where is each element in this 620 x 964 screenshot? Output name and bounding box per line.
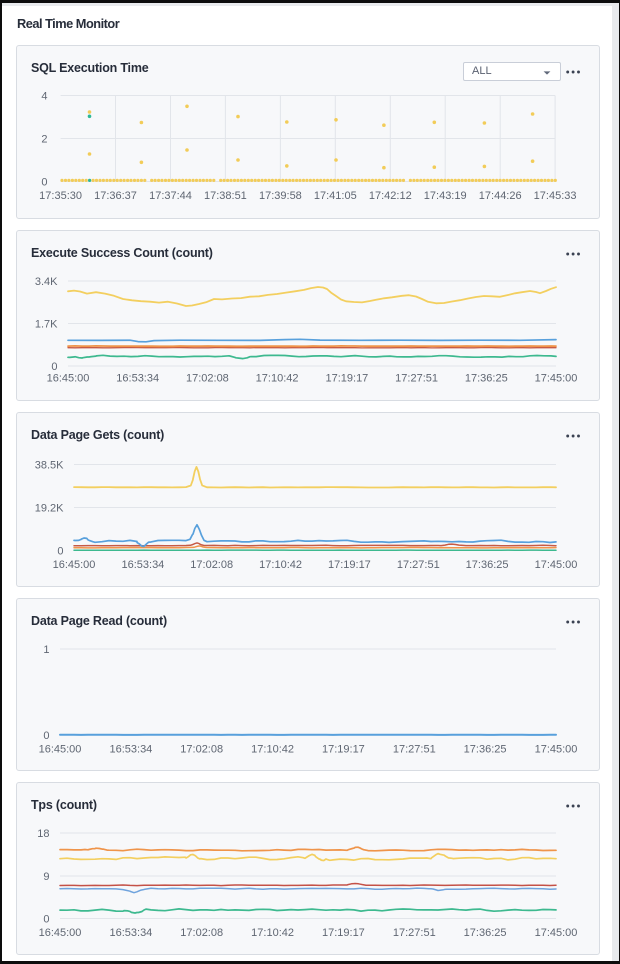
svg-text:2: 2 [41, 133, 47, 145]
svg-text:19.2K: 19.2K [35, 502, 64, 514]
svg-text:17:02:08: 17:02:08 [190, 559, 233, 571]
svg-text:17:45:33: 17:45:33 [534, 190, 577, 202]
svg-text:17:39:58: 17:39:58 [259, 190, 302, 202]
svg-text:17:36:25: 17:36:25 [465, 372, 508, 384]
svg-text:17:10:42: 17:10:42 [259, 559, 302, 571]
svg-text:16:53:34: 16:53:34 [116, 372, 159, 384]
svg-text:17:02:08: 17:02:08 [180, 927, 223, 939]
svg-text:17:45:00: 17:45:00 [535, 559, 578, 571]
svg-text:17:27:51: 17:27:51 [397, 559, 440, 571]
svg-text:17:19:17: 17:19:17 [322, 927, 365, 939]
svg-text:17:02:08: 17:02:08 [186, 372, 229, 384]
svg-text:17:36:25: 17:36:25 [464, 743, 507, 755]
svg-text:17:45:00: 17:45:00 [535, 927, 578, 939]
svg-text:16:45:00: 16:45:00 [53, 559, 96, 571]
svg-text:17:02:08: 17:02:08 [180, 743, 223, 755]
svg-text:1.7K: 1.7K [35, 318, 58, 330]
svg-text:17:19:17: 17:19:17 [328, 559, 371, 571]
svg-text:0: 0 [43, 913, 49, 925]
svg-text:17:36:25: 17:36:25 [464, 927, 507, 939]
svg-text:17:36:25: 17:36:25 [466, 559, 509, 571]
svg-text:17:10:42: 17:10:42 [251, 743, 294, 755]
svg-text:17:45:00: 17:45:00 [535, 743, 578, 755]
svg-text:17:37:44: 17:37:44 [149, 190, 192, 202]
svg-text:1: 1 [43, 644, 49, 656]
svg-text:16:53:34: 16:53:34 [109, 927, 152, 939]
svg-text:17:27:51: 17:27:51 [393, 743, 436, 755]
svg-text:17:36:37: 17:36:37 [94, 190, 137, 202]
svg-text:17:27:51: 17:27:51 [395, 372, 438, 384]
svg-text:16:45:00: 16:45:00 [39, 743, 82, 755]
svg-text:16:45:00: 16:45:00 [47, 372, 90, 384]
svg-text:9: 9 [43, 871, 49, 883]
svg-text:17:42:12: 17:42:12 [369, 190, 412, 202]
svg-text:17:35:30: 17:35:30 [39, 190, 82, 202]
svg-text:18: 18 [37, 828, 49, 840]
svg-text:0: 0 [43, 730, 49, 742]
svg-text:17:10:42: 17:10:42 [251, 927, 294, 939]
svg-text:0: 0 [41, 176, 47, 188]
svg-text:3.4K: 3.4K [35, 276, 58, 288]
svg-text:17:45:00: 17:45:00 [535, 372, 578, 384]
svg-text:38.5K: 38.5K [35, 459, 64, 471]
svg-text:17:41:05: 17:41:05 [314, 190, 357, 202]
svg-text:0: 0 [51, 361, 57, 373]
svg-text:4: 4 [41, 90, 47, 102]
svg-text:17:10:42: 17:10:42 [256, 372, 299, 384]
svg-text:0: 0 [57, 545, 63, 557]
svg-text:16:53:34: 16:53:34 [121, 559, 164, 571]
svg-text:16:53:34: 16:53:34 [109, 743, 152, 755]
svg-text:17:43:19: 17:43:19 [424, 190, 467, 202]
svg-text:17:38:51: 17:38:51 [204, 190, 247, 202]
svg-text:16:45:00: 16:45:00 [39, 927, 82, 939]
svg-text:17:44:26: 17:44:26 [479, 190, 522, 202]
svg-text:17:27:51: 17:27:51 [393, 927, 436, 939]
svg-text:17:19:17: 17:19:17 [325, 372, 368, 384]
svg-text:17:19:17: 17:19:17 [322, 743, 365, 755]
